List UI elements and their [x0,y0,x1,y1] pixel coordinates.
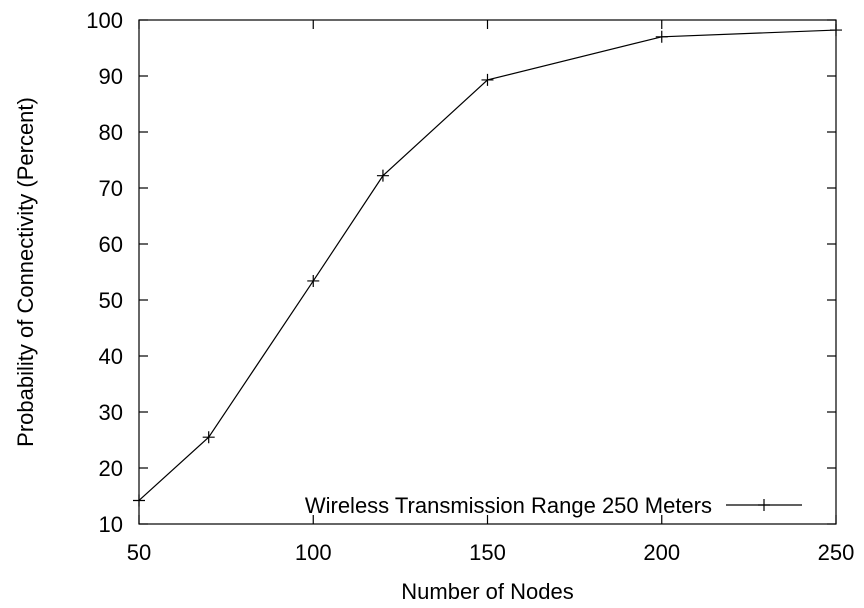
y-tick-label: 60 [99,232,123,257]
y-tick-label: 100 [86,8,123,33]
y-tick-label: 80 [99,120,123,145]
y-tick-label: 30 [99,400,123,425]
data-point-marker [307,274,320,287]
y-tick-label: 70 [99,176,123,201]
y-axis-ticks: 10 20 30 40 50 60 70 80 90 100 [86,8,836,537]
legend: Wireless Transmission Range 250 Meters [305,493,802,518]
plot-area-frame [138,19,837,525]
series-layer [133,24,842,507]
data-point-marker [202,431,215,444]
series-line [138,29,837,501]
x-tick-label: 200 [643,540,680,565]
legend-marker-plus [758,499,770,511]
x-axis-ticks: 50 100 150 200 250 [127,20,855,565]
x-tick-label: 100 [295,540,332,565]
y-tick-label: 10 [99,512,123,537]
data-point-marker [655,30,668,43]
y-tick-label: 20 [99,456,123,481]
y-tick-label: 90 [99,64,123,89]
x-tick-label: 50 [127,540,151,565]
y-tick-label: 50 [99,288,123,313]
x-tick-label: 250 [818,540,855,565]
x-tick-label: 150 [469,540,506,565]
y-axis-title: Probability of Connectivity (Percent) [13,97,38,447]
data-point-marker [481,73,494,86]
legend-label: Wireless Transmission Range 250 Meters [305,493,712,518]
data-point-marker [376,169,389,182]
y-tick-label: 40 [99,344,123,369]
x-axis-title: Number of Nodes [401,579,573,604]
